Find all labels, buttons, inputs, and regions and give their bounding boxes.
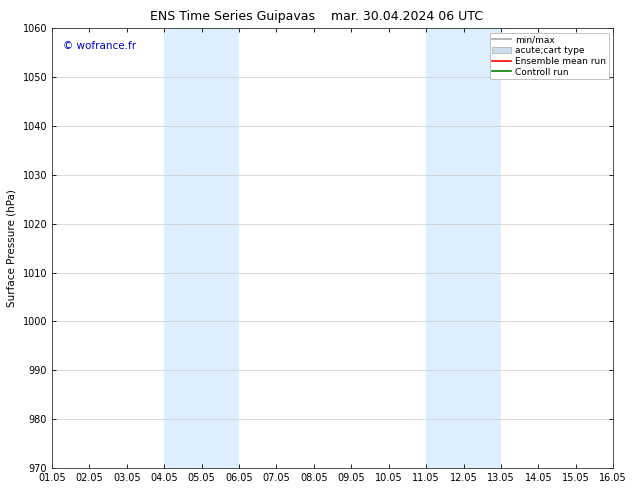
Bar	[164, 28, 239, 468]
Text: ENS Time Series Guipavas    mar. 30.04.2024 06 UTC: ENS Time Series Guipavas mar. 30.04.2024…	[150, 10, 484, 23]
Y-axis label: Surface Pressure (hPa): Surface Pressure (hPa)	[7, 189, 17, 307]
Legend: min/max, acute;cart type, Ensemble mean run, Controll run: min/max, acute;cart type, Ensemble mean …	[489, 33, 609, 79]
Text: © wofrance.fr: © wofrance.fr	[63, 41, 136, 51]
Bar	[426, 28, 501, 468]
